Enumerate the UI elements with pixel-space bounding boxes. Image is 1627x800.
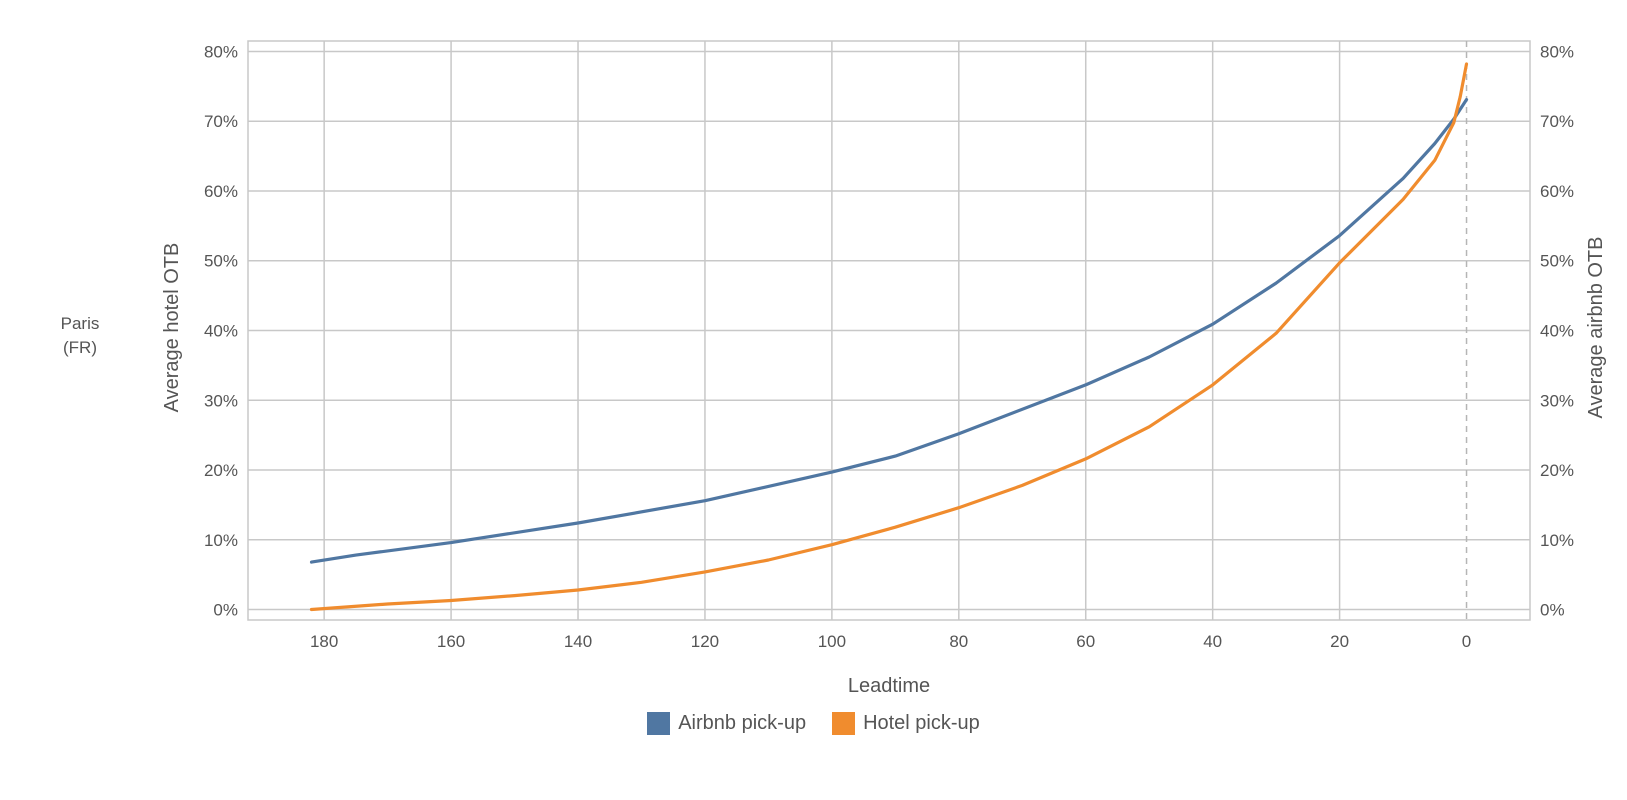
series-line-hotel (309, 62, 1469, 612)
legend-label-airbnb: Airbnb pick-up (678, 712, 807, 734)
y-tick-label-left: 0% (213, 601, 238, 620)
y-tick-label-right: 50% (1540, 252, 1574, 271)
y-tick-label-right: 80% (1540, 42, 1574, 61)
y-tick-label-left: 50% (204, 252, 238, 271)
tick-labels: 180 160 140 120 100 80 60 40 20 0 0% 0% 10% 10% 20% 20%… (204, 42, 1574, 651)
grid (248, 41, 1530, 620)
legend-item-hotel: Hotel pick-up (832, 712, 980, 735)
x-tick-label: 80 (949, 632, 968, 651)
x-tick-label: 180 (310, 632, 338, 651)
y-tick-label-right: 70% (1540, 112, 1574, 131)
y-axis-title-right: Average airbnb OTB (1585, 237, 1607, 419)
series-line-airbnb (309, 98, 1469, 564)
y-tick-label-right: 20% (1540, 461, 1574, 480)
x-tick-label: 120 (691, 632, 719, 651)
x-tick-label: 20 (1330, 632, 1349, 651)
y-tick-label-left: 40% (204, 322, 238, 341)
y-tick-label-left: 30% (204, 391, 238, 410)
x-tick-label: 140 (564, 632, 592, 651)
y-tick-label-left: 10% (204, 531, 238, 550)
y-tick-label-right: 60% (1540, 182, 1574, 201)
x-tick-label: 160 (437, 632, 465, 651)
y-tick-label-left: 60% (204, 182, 238, 201)
legend-label-hotel: Hotel pick-up (863, 712, 980, 734)
legend-item-airbnb: Airbnb pick-up (647, 712, 806, 735)
y-tick-label-right: 40% (1540, 322, 1574, 341)
y-tick-label-right: 0% (1540, 601, 1565, 620)
series-lines (309, 62, 1469, 612)
x-tick-label: 100 (818, 632, 846, 651)
y-tick-label-left: 80% (204, 42, 238, 61)
x-axis-title: Leadtime (848, 675, 930, 697)
y-tick-label-left: 70% (204, 112, 238, 131)
y-axis-title-left: Average hotel OTB (161, 243, 183, 413)
x-tick-label: 60 (1076, 632, 1095, 651)
x-tick-label: 40 (1203, 632, 1222, 651)
plot-frame (247, 40, 1531, 621)
panel-label: Paris (FR) (60, 314, 100, 357)
legend-swatch-hotel (832, 712, 856, 735)
y-tick-label-right: 30% (1540, 391, 1574, 410)
y-tick-label-right: 10% (1540, 531, 1574, 550)
legend-swatch-airbnb (647, 712, 671, 735)
legend: Airbnb pick-up Hotel pick-up (0, 712, 1627, 735)
x-tick-label: 0 (1462, 632, 1471, 651)
y-tick-label-left: 20% (204, 461, 238, 480)
